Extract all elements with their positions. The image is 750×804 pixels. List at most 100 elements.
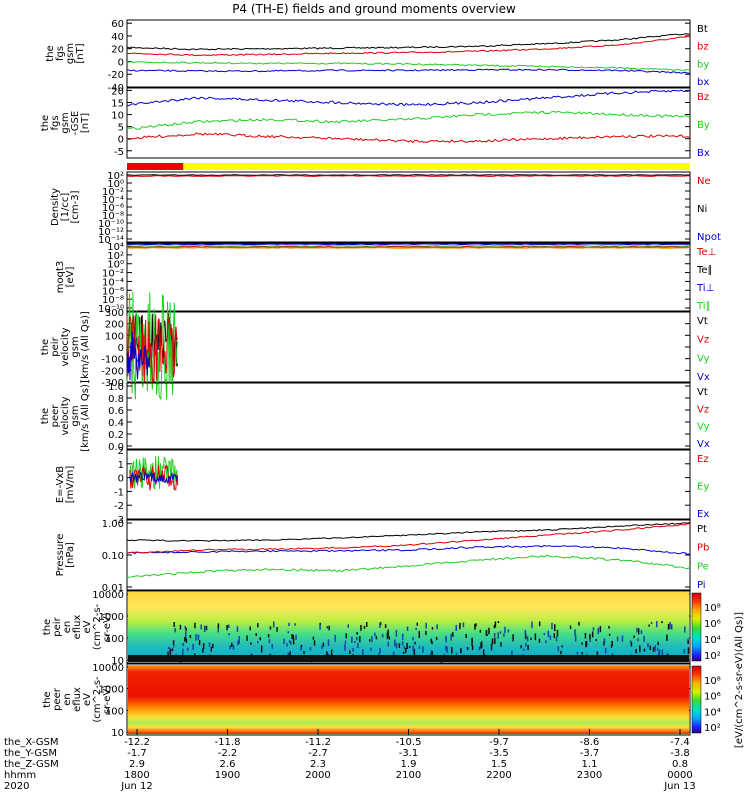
spectrogram-speck	[656, 647, 659, 651]
y-axis-label: -GSE	[70, 111, 81, 135]
spectrogram-speck	[670, 624, 673, 630]
spectrogram-speck	[197, 634, 200, 639]
spectrogram-speck	[406, 642, 408, 650]
x-tick-label: -1.7	[127, 748, 147, 759]
x-row-label: 2020	[4, 781, 29, 792]
spectrogram-speck	[608, 625, 610, 629]
y-tick-label: 100	[105, 706, 124, 717]
spectrogram-speck	[637, 628, 640, 635]
y-axis-label: velocity	[60, 396, 71, 435]
spectrogram-speck	[555, 636, 558, 642]
y-axis-label: gsm	[70, 405, 81, 426]
spectrogram-speck	[635, 648, 637, 654]
spectrogram-speck	[669, 621, 671, 629]
x-tick-label: 1.5	[491, 759, 507, 770]
panel-frame	[126, 242, 691, 312]
spectrogram-speck	[687, 647, 690, 654]
spectrogram-speck	[435, 636, 438, 641]
spectrogram-speck	[238, 639, 240, 645]
y-axis-label: [cm-3]	[70, 190, 81, 223]
y-tick-label: 10⁻⁸	[102, 211, 124, 222]
x-tick-label: 1.9	[401, 759, 417, 770]
spectrogram-speck	[408, 646, 411, 649]
spectrogram-speck	[344, 644, 346, 651]
spectrogram-speck	[259, 637, 261, 641]
y-axis-label: [nPa]	[65, 542, 76, 568]
y-axis-label: Density	[50, 188, 61, 226]
spectrogram-speck	[187, 647, 189, 651]
series-Pb	[126, 523, 691, 554]
legend-Te∥: Te∥	[696, 265, 713, 276]
spectrogram-speck	[210, 646, 213, 652]
spectrogram-speck	[330, 649, 333, 656]
spectrogram-speck	[185, 631, 187, 639]
y-axis-label: fgs	[55, 46, 66, 61]
spectrogram-speck	[556, 629, 559, 637]
y-axis-label: the	[42, 691, 53, 707]
y-axis-label: en	[62, 621, 73, 634]
spectrogram-speck	[375, 635, 378, 640]
y-tick-label: 1000	[99, 612, 124, 623]
spectrogram-speck	[319, 622, 321, 626]
y-tick-label: 10⁰	[107, 179, 124, 190]
spectrogram-speck	[494, 621, 497, 628]
colorbar-tick-label: 10⁸	[704, 603, 721, 614]
spectrogram-speck	[430, 638, 432, 643]
panel-frame	[126, 19, 691, 88]
spectrogram-speck	[524, 632, 527, 640]
spectrogram-speck	[271, 643, 274, 649]
y-axis-label: eflux	[72, 615, 83, 640]
spectrogram-speck	[360, 624, 362, 631]
y-axis-label: [km/s (All Qs)]	[80, 311, 91, 383]
y-axis-label: the	[42, 619, 53, 635]
spectrogram-speck	[319, 624, 321, 630]
spectrogram-speck	[171, 648, 174, 652]
spectrogram-speck	[272, 621, 275, 628]
spectrogram-speck	[403, 646, 406, 650]
spectrogram-speck	[656, 621, 658, 628]
panel-frame	[126, 590, 691, 664]
y-tick-label: -1	[114, 487, 124, 498]
y-axis-label: [1/cc]	[60, 193, 71, 222]
spectrogram-speck	[255, 633, 257, 636]
spectrogram-speck	[666, 634, 668, 641]
x-tick-label: 2200	[486, 770, 511, 781]
spectrogram-speck	[478, 646, 481, 651]
spectrogram-speck	[551, 622, 553, 630]
y-axis-label: [nT]	[80, 113, 91, 133]
series-Bt	[126, 33, 691, 51]
spectrogram-speck	[292, 638, 295, 645]
spectrogram-speck	[538, 621, 541, 627]
spectrogram-speck	[585, 641, 587, 648]
y-axis-label: eV	[82, 620, 93, 633]
spectrogram-speck	[395, 629, 398, 637]
spectrogram-speck	[460, 649, 462, 654]
spectrogram-speck	[286, 643, 288, 647]
x-row-label: the_Z-GSM	[4, 759, 59, 770]
spectrogram-speck	[491, 638, 494, 645]
y-tick-label: 100	[105, 634, 124, 645]
spectrogram-speck	[236, 626, 239, 632]
x-tick-label: 0.8	[672, 759, 688, 770]
spectrogram-speck	[581, 652, 583, 655]
spectrogram-speck	[511, 650, 513, 656]
spectrogram-speck	[643, 635, 645, 643]
spectrogram-speck	[485, 630, 488, 636]
spectrogram-speck	[359, 635, 361, 643]
y-tick-label: 5	[118, 123, 124, 134]
y-tick-label: 10⁻²	[102, 187, 124, 198]
spectrogram-speck	[418, 646, 421, 649]
spectrogram-speck	[202, 648, 204, 653]
spectrogram-speck	[451, 647, 453, 654]
spectrogram-speck	[412, 636, 414, 641]
spectrogram-speck	[474, 623, 476, 630]
y-tick-label: 10⁻⁶	[102, 203, 124, 214]
spectrogram-speck	[173, 621, 175, 627]
spectrogram-speck	[507, 629, 510, 633]
spectrogram-speck	[616, 636, 619, 642]
y-tick-label: 1.0	[108, 382, 124, 393]
spectrogram-speck	[300, 644, 303, 648]
spectrogram-speck	[431, 640, 433, 645]
spectrogram-speck	[657, 641, 659, 646]
